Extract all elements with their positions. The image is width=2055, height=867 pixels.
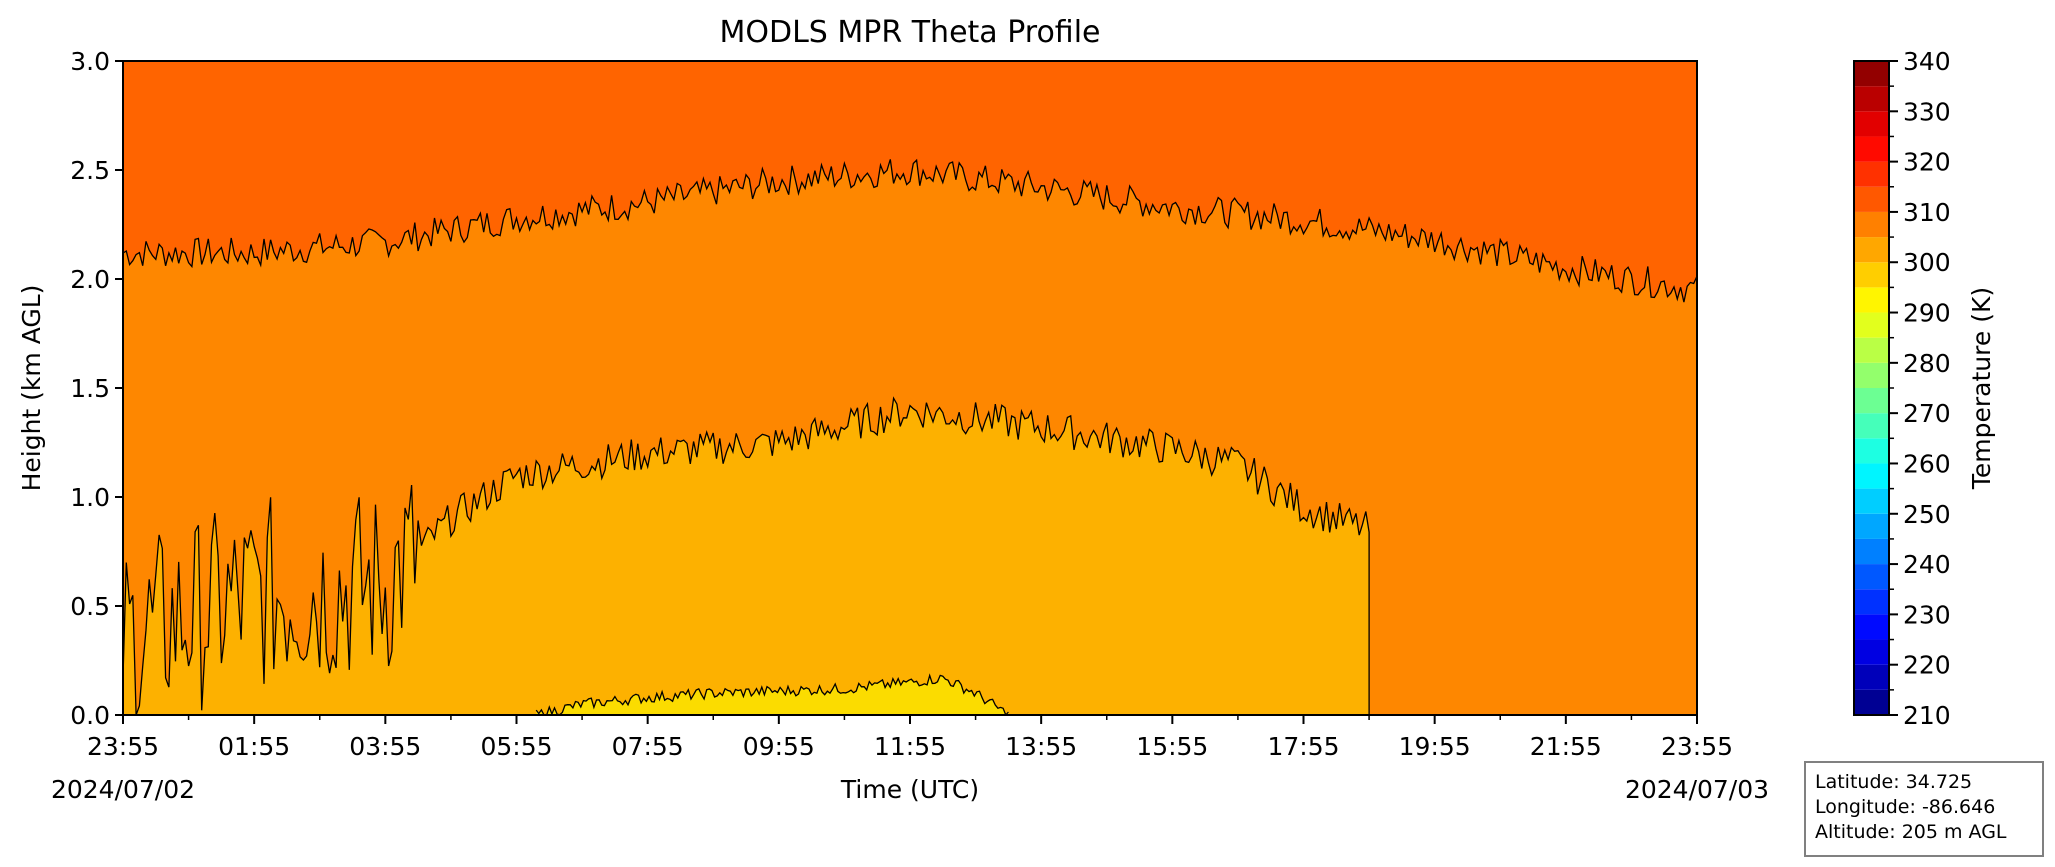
fill-315K	[123, 61, 1697, 303]
y-tick-label: 3.0	[70, 47, 110, 76]
longitude-text: Longitude: -86.646	[1815, 796, 1996, 818]
colorbar-segment	[1854, 488, 1889, 514]
colorbar-segment	[1854, 438, 1889, 464]
colorbar-segment	[1854, 614, 1889, 640]
x-tick-label: 05:55	[480, 732, 552, 761]
x-tick-label: 15:55	[1136, 732, 1208, 761]
colorbar-segment	[1854, 287, 1889, 313]
colorbar-label: Temperature (K)	[1967, 287, 1996, 490]
contour-line-305K	[535, 673, 1009, 715]
y-tick-label: 2.0	[70, 265, 110, 294]
colorbar-segment	[1854, 186, 1889, 212]
latitude-text: Latitude: 34.725	[1815, 771, 1973, 793]
colorbar-segment	[1854, 413, 1889, 439]
chart-title: MODLS MPR Theta Profile	[719, 15, 1100, 50]
fill-305K	[123, 398, 1370, 715]
contour-lines	[123, 158, 1697, 715]
colorbar-segment	[1854, 237, 1889, 263]
colorbar-segment	[1854, 664, 1889, 690]
x-tick-label: 23:55	[1661, 732, 1733, 761]
colorbar-segment	[1854, 538, 1889, 565]
location-info-box: Latitude: 34.725 Longitude: -86.646 Alti…	[1804, 761, 2044, 857]
colorbar-segment	[1854, 211, 1889, 238]
y-tick-label: 1.5	[70, 374, 110, 403]
colorbar-segment	[1854, 388, 1889, 414]
colorbar-segment	[1854, 61, 1889, 87]
colorbar-segment	[1854, 86, 1889, 112]
colorbar-tick-label: 250	[1903, 500, 1951, 529]
colorbar-tick-label: 230	[1903, 600, 1951, 629]
x-tick-label: 09:55	[743, 732, 815, 761]
x-date-end: 2024/07/03	[1625, 775, 1769, 804]
x-axis-label: Time (UTC)	[840, 775, 979, 804]
colorbar-tick-label: 300	[1903, 248, 1951, 277]
colorbar-segment	[1854, 463, 1889, 489]
x-tick-label: 03:55	[349, 732, 421, 761]
x-tick-label: 19:55	[1399, 732, 1471, 761]
colorbar-segment	[1854, 513, 1889, 539]
contour-fills	[123, 61, 1697, 715]
colorbar-tick-label: 340	[1903, 47, 1951, 76]
x-tick-label: 07:55	[612, 732, 684, 761]
x-tick-label: 11:55	[874, 732, 946, 761]
colorbar-tick-label: 210	[1903, 701, 1951, 730]
colorbar-tick-label: 240	[1903, 550, 1951, 579]
colorbar-tick-label: 270	[1903, 399, 1951, 428]
colorbar-tick-label: 280	[1903, 349, 1951, 378]
colorbar-tick-label: 320	[1903, 148, 1951, 177]
x-axis: 23:55 01:55 03:55 05:55 07:55 09:55 11:55 13:55…	[87, 715, 1733, 761]
y-axis-label: Height (km AGL)	[17, 285, 46, 492]
colorbar-segment	[1854, 136, 1889, 162]
x-tick-label: 01:55	[218, 732, 290, 761]
x-tick-label: 13:55	[1005, 732, 1077, 761]
colorbar-segment	[1854, 312, 1889, 338]
colorbar-segment	[1854, 262, 1889, 288]
contour-line-315K	[123, 158, 1697, 303]
x-tick-label: 21:55	[1530, 732, 1602, 761]
fill-300K	[536, 675, 1009, 715]
x-tick-label: 17:55	[1267, 732, 1339, 761]
colorbar-segment	[1854, 564, 1889, 590]
x-date-start: 2024/07/02	[51, 775, 195, 804]
colorbar-segment	[1854, 362, 1889, 388]
altitude-text: Altitude: 205 m AGL	[1815, 821, 2007, 843]
y-tick-label: 2.5	[70, 156, 110, 185]
colorbar-segment	[1854, 589, 1889, 615]
y-tick-label: 0.5	[70, 592, 110, 621]
colorbar-segment	[1854, 689, 1889, 715]
y-tick-label: 0.0	[70, 701, 110, 730]
colorbar-tick-label: 310	[1903, 198, 1951, 227]
colorbar-tick-label: 330	[1903, 97, 1951, 126]
contour-line-310K	[123, 396, 1370, 715]
colorbar-segment	[1854, 111, 1889, 137]
y-tick-label: 1.0	[70, 483, 110, 512]
colorbar-tick-label: 290	[1903, 299, 1951, 328]
colorbar-tick-label: 260	[1903, 449, 1951, 478]
colorbar-tick-label: 220	[1903, 651, 1951, 680]
x-tick-label: 23:55	[87, 732, 159, 761]
colorbar: 210 220 230 240 250 260 270 280 290 300 310 320 330 3…	[1853, 47, 1951, 730]
y-axis: 0.0 0.5 1.0 1.5 2.0 2.5 3.0	[70, 47, 123, 730]
colorbar-segment	[1854, 639, 1889, 665]
colorbar-segment	[1854, 161, 1889, 187]
colorbar-segment	[1854, 337, 1889, 363]
